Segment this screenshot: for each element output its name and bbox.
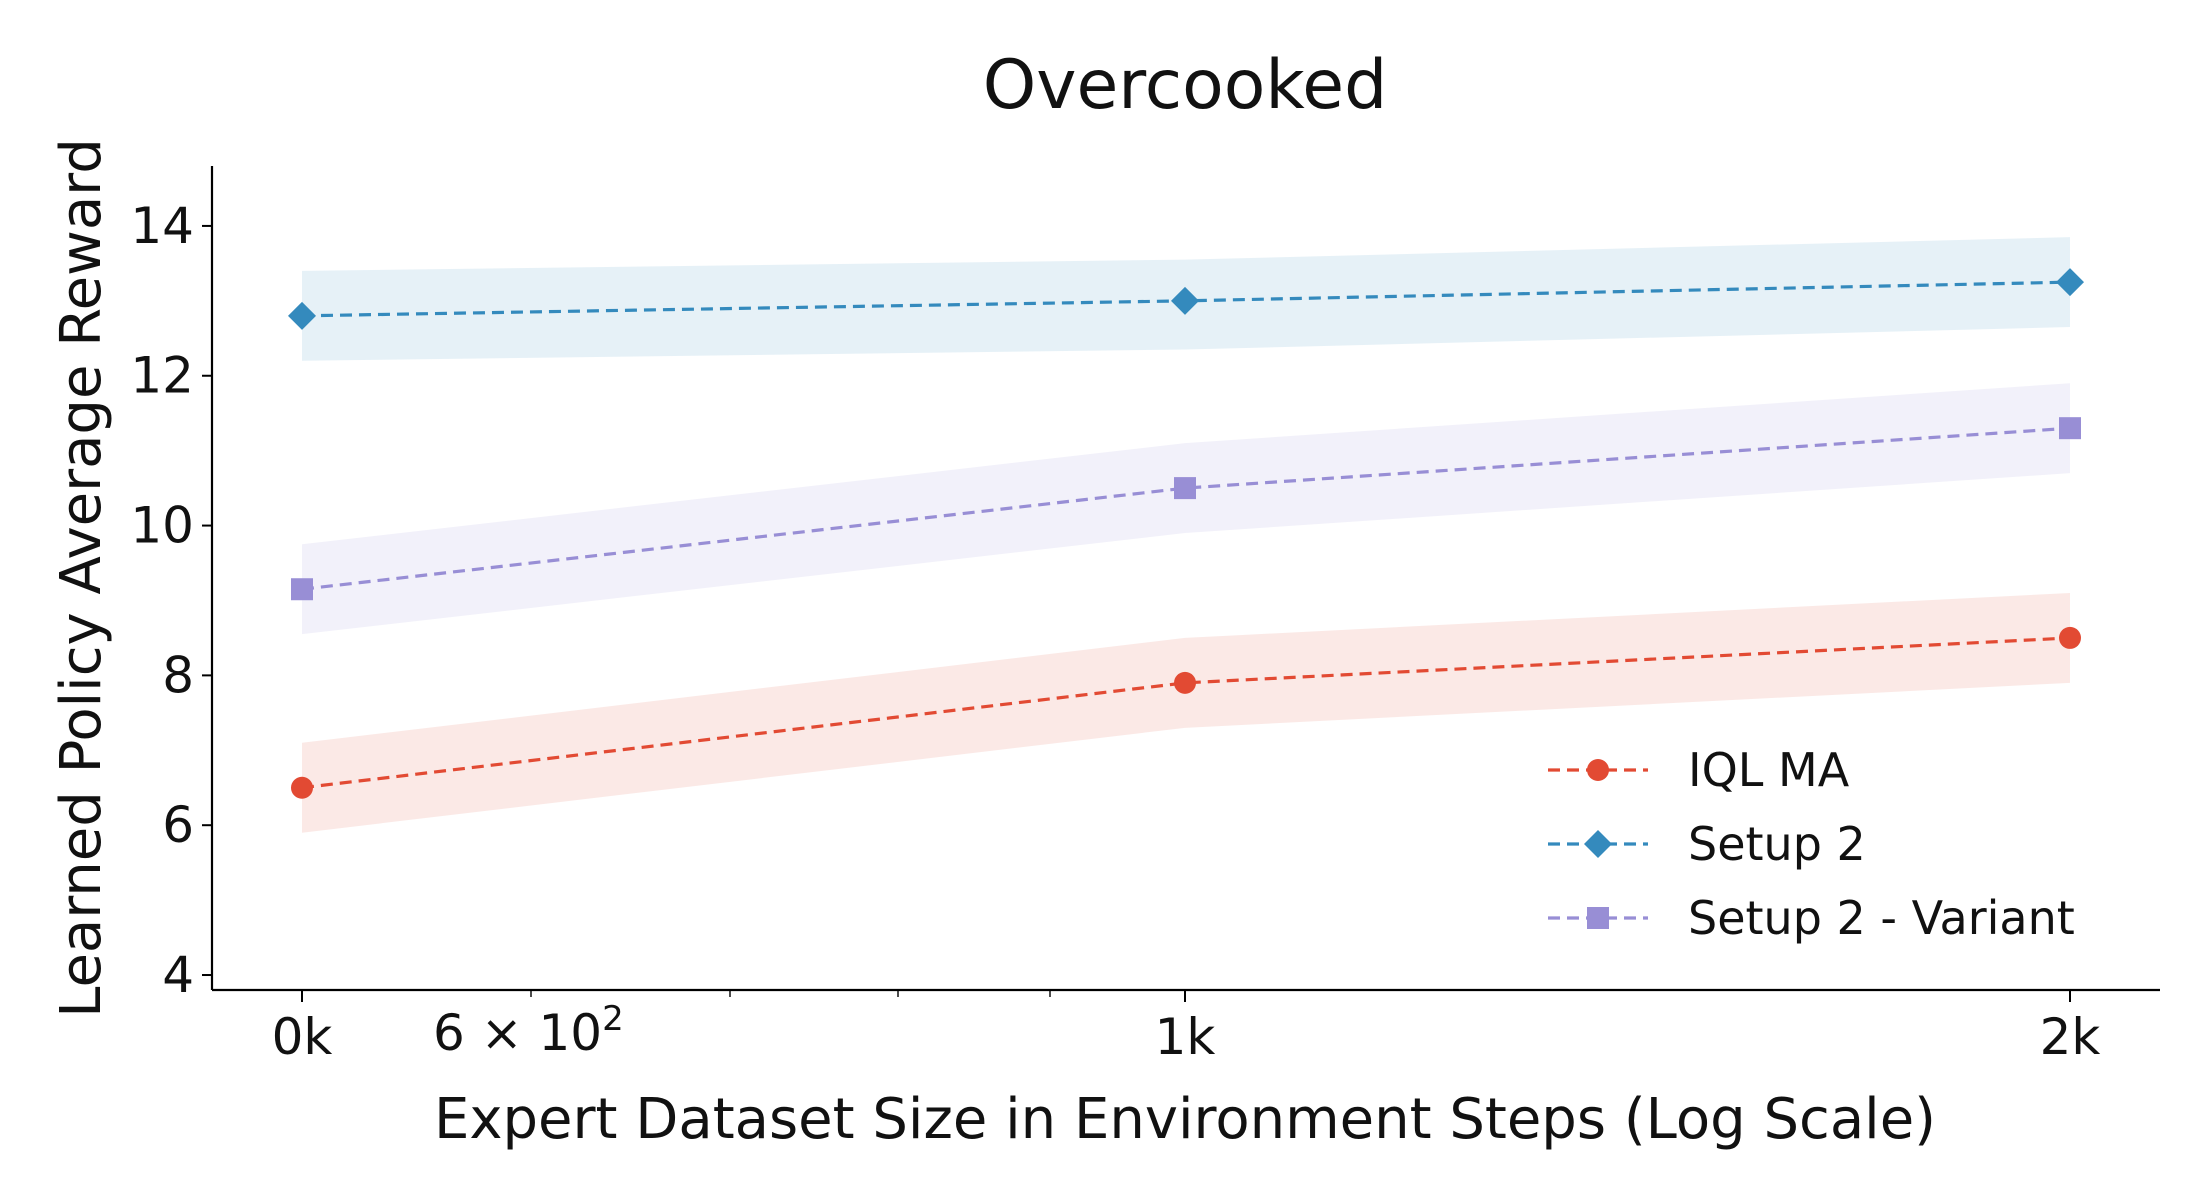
marker-iql-ma-1 (1174, 671, 1196, 694)
marker-iql-ma-0 (291, 776, 313, 799)
y-axis-ticks: 4 6 8 10 12 14 (130, 197, 212, 1004)
band-setup-2-variant (302, 383, 2070, 635)
x-minor-tick-label-base: 6 × 10 (433, 1004, 602, 1062)
legend-marker-setup-2 (1584, 830, 1612, 858)
x-tick-label-0k: 0k (272, 1008, 333, 1066)
legend-marker-setup-2-variant (1587, 907, 1609, 929)
y-tick-label-12: 12 (130, 347, 194, 405)
y-tick-label-6: 6 (162, 796, 194, 854)
marker-iql-ma-2 (2059, 626, 2081, 649)
y-tick-label-14: 14 (130, 197, 194, 255)
x-axis-title: Expert Dataset Size in Environment Steps… (434, 1087, 1936, 1152)
chart-title: Overcooked (983, 46, 1388, 125)
marker-setup-2-variant-0 (291, 578, 313, 601)
x-minor-tick-label-exponent: 2 (602, 999, 624, 1039)
band-iql-ma (302, 592, 2070, 833)
legend-label-iql-ma: IQL MA (1688, 743, 1850, 797)
legend-marker-iql-ma (1587, 759, 1609, 781)
legend: IQL MA Setup 2 Setup 2 - Variant (1548, 743, 2075, 945)
y-tick-label-8: 8 (162, 646, 194, 704)
x-tick-label-1k: 1k (1155, 1008, 1216, 1066)
marker-setup-2-variant-1 (1174, 477, 1196, 500)
marker-setup-2-0 (288, 301, 316, 330)
legend-label-setup-2-variant: Setup 2 - Variant (1688, 891, 2075, 945)
legend-label-setup-2: Setup 2 (1688, 817, 1866, 871)
x-minor-tick-label: 6 × 102 (433, 999, 624, 1062)
y-tick-label-4: 4 (162, 946, 194, 1004)
x-tick-label-2k: 2k (2040, 1008, 2101, 1066)
line-iql-ma (301, 636, 2071, 790)
marker-setup-2-2 (2056, 268, 2084, 297)
marker-setup-2-variant-2 (2059, 417, 2081, 440)
series-markers (288, 268, 2084, 799)
y-axis-title: Learned Policy Average Reward (49, 138, 114, 1018)
line-setup-2-variant (301, 426, 2071, 591)
x-axis-ticks (301, 990, 2071, 1002)
y-tick-label-10: 10 (130, 497, 194, 555)
marker-setup-2-1 (1171, 286, 1199, 315)
